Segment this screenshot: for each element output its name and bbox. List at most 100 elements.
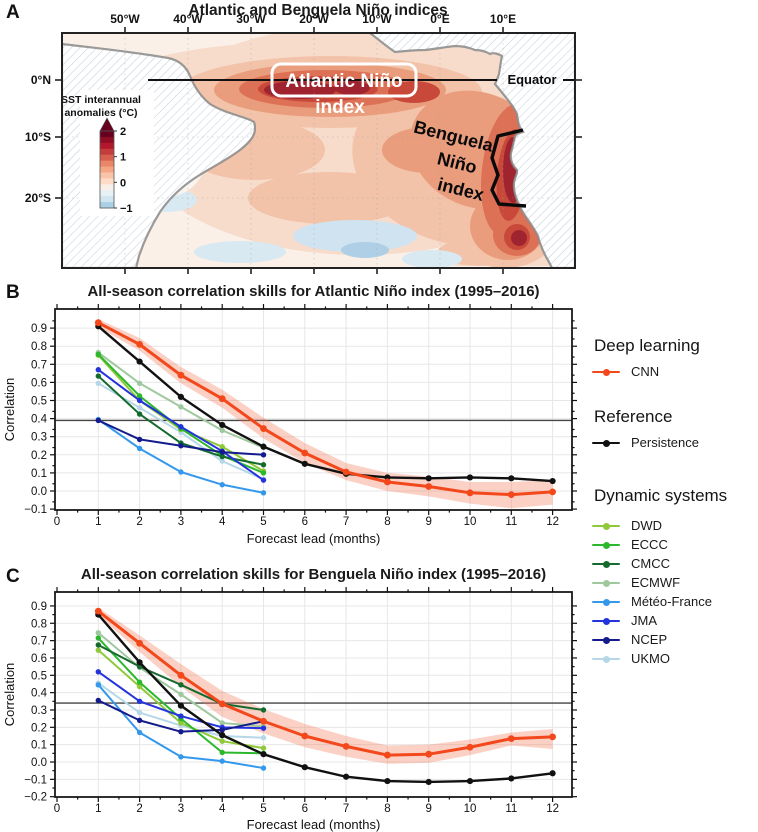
y-tick-label: 0.2 — [31, 722, 47, 734]
x-tick-label: 1 — [95, 803, 101, 815]
x-axis-title: Forecast lead (months) — [247, 817, 381, 832]
panel-b-label: B — [6, 282, 20, 303]
y-tick-label: 0.7 — [31, 636, 47, 648]
svg-text:Atlantic Niño: Atlantic Niño — [285, 71, 402, 92]
y-tick-label: 0.6 — [31, 377, 47, 389]
x-tick-label: 2 — [136, 516, 142, 528]
y-tick-label: −0.1 — [24, 504, 47, 516]
lat-tick-label: 20°S — [25, 191, 51, 205]
legend-item-jma: JMA — [592, 611, 758, 630]
colorbar-tick-label: 1 — [120, 152, 126, 164]
y-tick-label: 0.3 — [31, 432, 47, 444]
legend-label: Météo-France — [631, 594, 712, 609]
x-tick-label: 7 — [343, 516, 349, 528]
y-tick-label: 0.5 — [31, 396, 47, 408]
x-tick-label: 5 — [260, 516, 266, 528]
map-axis-ticks: 50°W 40°W 30°W 20°W 10°W 0°E 10°E 0°N 10°S 20°S — [25, 12, 582, 274]
legend-item-persistence: Persistence — [592, 433, 758, 452]
plot-frame — [54, 308, 573, 511]
atlantic-nino-label: Atlantic Niño index — [270, 62, 418, 118]
legend-item-dwd: DWD — [592, 516, 758, 535]
legend-swatch-eccc — [592, 541, 620, 549]
gridlines — [55, 592, 572, 797]
sst-colorbar: SST interannual anomalies (°C) 2 1 0 −1 — [61, 90, 154, 216]
colorbar-tick-label: 2 — [120, 126, 126, 138]
series-jma — [95, 367, 267, 483]
y-tick-label: 0.8 — [31, 618, 47, 630]
legend-label: JMA — [631, 613, 657, 628]
chart-title: All-season correlation skills for Bengue… — [81, 566, 546, 583]
y-tick-label: 0.7 — [31, 359, 47, 371]
colorbar-tick-label: −1 — [120, 203, 133, 215]
legend-header: Deep learning — [594, 336, 700, 355]
legend-label: NCEP — [631, 632, 668, 647]
gridlines — [55, 309, 572, 510]
legend-section-deep-learning: Deep learning CNN — [592, 336, 758, 381]
x-tick-label: 9 — [425, 803, 431, 815]
x-tick-label: 8 — [384, 516, 390, 528]
y-tick-label: 0.8 — [31, 341, 47, 353]
legend-swatch-jma — [592, 617, 620, 625]
x-tick-label: 1 — [95, 516, 101, 528]
y-tick-label: −0.2 — [24, 792, 47, 804]
series-dwd — [95, 647, 267, 751]
y-tick-label: 0.4 — [31, 414, 48, 426]
x-tick-label: 12 — [546, 803, 559, 815]
map-frame — [61, 32, 576, 269]
legend-swatch-persistence — [592, 439, 620, 447]
legend-item-cnn: CNN — [592, 362, 758, 381]
legend-label: ECCC — [631, 537, 668, 552]
x-tick-label: 7 — [343, 803, 349, 815]
chart-title: All-season correlation skills for Atlant… — [87, 283, 539, 300]
y-tick-label: 0.9 — [31, 323, 47, 335]
legend-swatch-dwd — [592, 522, 620, 530]
x-tick-label: 11 — [505, 516, 517, 528]
y-tick-label: 0.3 — [31, 705, 47, 717]
x-tick-label: 6 — [302, 803, 308, 815]
legend-header: Dynamic systems — [594, 486, 728, 505]
lon-tick-label: 10°W — [362, 12, 392, 26]
legend-label: CNN — [631, 364, 660, 379]
x-tick-label: 10 — [464, 516, 477, 528]
x-tick-label: 4 — [219, 803, 226, 815]
y-tick-label: 0.9 — [31, 601, 47, 613]
axis-ticks — [50, 587, 577, 802]
series-cnn — [94, 319, 556, 499]
lon-tick-label: 0°E — [430, 12, 449, 26]
legend-swatch-meteo_france — [592, 598, 620, 606]
map-ocean-field — [62, 33, 575, 268]
x-tick-label: 9 — [425, 516, 431, 528]
map-figure: Atlantic and Benguela Niño indices — [25, 2, 582, 274]
panel-a-label: A — [6, 2, 20, 23]
x-tick-label: 10 — [464, 803, 477, 815]
series-cmcc — [95, 373, 267, 468]
series-meteo_france — [95, 682, 267, 771]
lat-tick-label: 10°S — [25, 130, 51, 144]
lon-tick-label: 50°W — [110, 12, 140, 26]
lon-tick-label: 30°W — [236, 12, 266, 26]
x-tick-label: 12 — [546, 516, 559, 528]
panel-c-label: C — [6, 566, 20, 587]
legend-section-reference: Reference Persistence — [592, 407, 758, 452]
equator-label: Equator — [507, 72, 556, 87]
colorbar-tick-label: 0 — [120, 177, 126, 189]
y-axis-title: Correlation — [2, 663, 17, 727]
cnn-confidence-band — [98, 319, 553, 509]
y-tick-label: 0.0 — [31, 486, 47, 498]
svg-text:index: index — [315, 97, 365, 118]
legend-item-ukmo: UKMO — [592, 649, 758, 668]
x-tick-label: 3 — [178, 516, 184, 528]
x-axis-title: Forecast lead (months) — [247, 531, 381, 546]
legend-swatch-ukmo — [592, 655, 620, 663]
y-tick-label: 0.1 — [31, 740, 47, 752]
atlantic-correlation-chart: 0 1 2 3 4 5 6 7 8 9 10 11 120.90.80.70.60.50.40.30.2… — [2, 283, 577, 546]
y-axis-title: Correlation — [2, 378, 17, 442]
x-tick-label: 8 — [384, 803, 390, 815]
lat-tick-label: 0°N — [31, 73, 51, 87]
cnn-confidence-band — [98, 607, 553, 764]
legend-label: Persistence — [631, 435, 699, 450]
series-ncep — [95, 417, 267, 458]
map-title: Atlantic and Benguela Niño indices — [188, 2, 447, 19]
legend-section-dynamic-systems: Dynamic systems DWD ECCC CMCC ECMWF Météo-Fr… — [592, 486, 758, 668]
